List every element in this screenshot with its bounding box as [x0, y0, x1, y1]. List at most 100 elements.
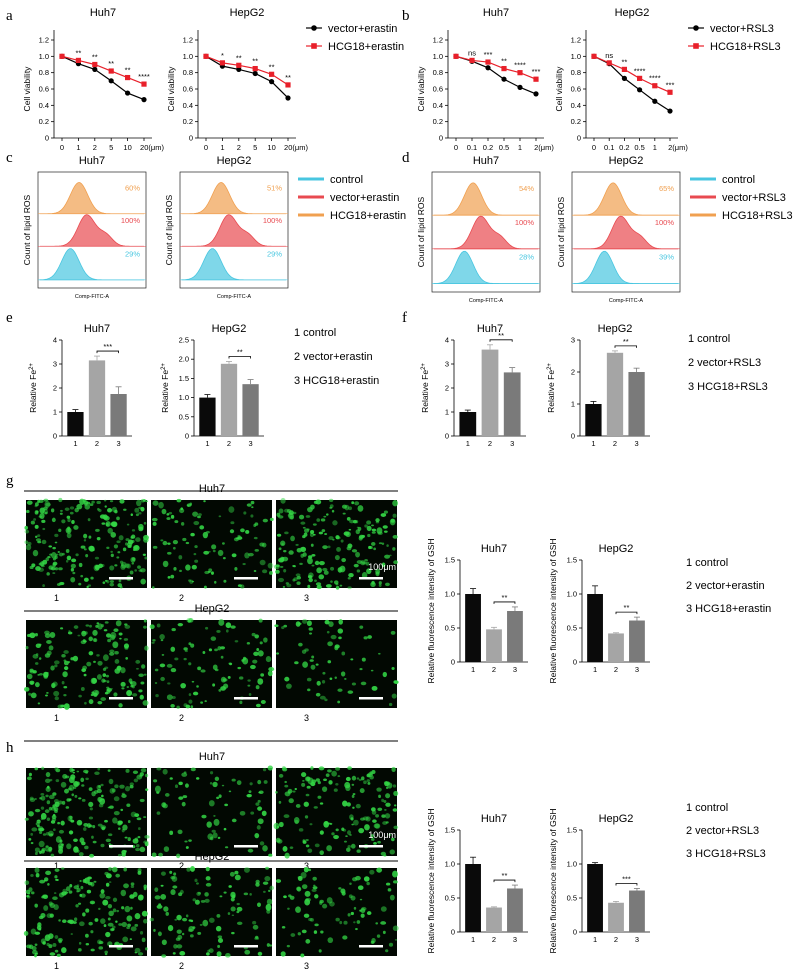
h-huh7-image-1-cell	[72, 771, 76, 774]
h-huh7-image-1-cell	[24, 817, 29, 821]
h-huh7-image-1-cell	[83, 827, 87, 831]
gsh-erastin-HepG2-xtick-label: 2	[614, 665, 618, 674]
viability-Huh7-xtick-label: 2(μm)	[534, 143, 554, 152]
h-hepg2-image-2-cell	[189, 934, 194, 938]
h-huh7-image-2-scale-bar	[234, 845, 258, 848]
h-huh7-image-3-cell	[318, 766, 325, 771]
h-hepg2-image-1-cell	[107, 917, 111, 921]
h-hepg2-image-1-cell	[62, 919, 67, 924]
g-hepg2-image-1-cell	[132, 693, 138, 697]
fe-erastin-Huh7-ylabel: Relative Fe2+	[28, 363, 38, 413]
h-huh7-image-1-cell	[44, 809, 50, 814]
h-huh7-image-3-cell	[319, 850, 324, 856]
g-huh7-image-1-cell	[96, 500, 101, 505]
fe-rsl3-HepG2-ytick-label: 2	[571, 368, 575, 377]
g-huh7-image-2-cell	[178, 555, 183, 560]
g-hepg2-image-2-cell	[255, 703, 261, 708]
h-hepg2-image-1-cell	[69, 883, 73, 888]
h-hepg2-image-3-cell	[388, 942, 394, 947]
g-hepg2-image-3-cell	[337, 700, 341, 704]
g-huh7-image-2-cell	[231, 553, 237, 558]
g-hepg2-image-1-cell	[26, 673, 33, 680]
g-huh7-image-3-cell	[356, 526, 360, 529]
h-hepg2-image-2-cell	[175, 937, 181, 941]
g-huh7-image-1-cell	[88, 545, 95, 552]
h-huh7-image-2-cell	[249, 782, 253, 786]
gsh-erastin-Huh7-bar-2	[486, 629, 502, 662]
viability-HepG2-ytick-label: 0.6	[571, 85, 581, 94]
g-huh7-image-2-cell	[185, 564, 191, 571]
h-huh7-image-1-cell	[108, 833, 113, 837]
g-huh7-image-1-cell	[58, 552, 64, 557]
viability-HepG2-significance: **	[252, 57, 258, 66]
h-hepg2-image-2-cell	[263, 890, 266, 893]
h-hepg2-image-3-cell	[326, 897, 333, 904]
g-hepg2-image-2-cell	[170, 646, 176, 652]
g-huh7-image-1-cell	[54, 533, 59, 538]
h-hepg2-image-1-cell	[46, 942, 50, 947]
h-hepg2-image-3-cell	[313, 884, 316, 887]
h-huh7-image-1-cell	[50, 853, 55, 857]
g-hepg2-image-2-cell	[248, 693, 252, 697]
g-huh7-image-3-cell	[375, 568, 381, 575]
g-hepg2-image-3-cell	[329, 677, 333, 680]
gsh-rsl3-HepG2-ytick-label: 1.0	[567, 860, 577, 869]
h-huh7-image-3-cell	[309, 823, 313, 826]
g-huh7-image-1-cell	[59, 512, 63, 515]
h-huh7-image-1-cell	[31, 827, 38, 832]
g-huh7-image-1-cell	[66, 532, 72, 539]
h-hepg2-image-1-cell	[143, 918, 148, 924]
g-hepg2-image-1-cell	[96, 622, 100, 625]
g-huh7-image-1-cell	[116, 556, 120, 559]
viability-Huh7-ytick-label: 1.2	[433, 36, 443, 45]
h-huh7-image-1-cell	[124, 836, 128, 839]
h-hepg2-image-1-cell	[129, 938, 133, 941]
h-huh7-image-3-cell	[333, 835, 339, 840]
h-huh7-image-2-cell	[158, 852, 163, 857]
h-huh7-image-3-cell	[324, 821, 329, 825]
viability-HepG2-xtick-label: 20(μm)	[284, 143, 308, 152]
g-hepg2-image-3-cell	[302, 661, 309, 668]
g-huh7-image-1-cell	[65, 527, 72, 534]
g-hepg2-image-2-cell	[188, 662, 192, 666]
g-hepg2-image-2-cell	[227, 675, 231, 679]
h-hepg2-image-3-cell	[349, 882, 352, 886]
viability-HepG2-xtick-label: 1	[220, 143, 224, 152]
h-huh7-image-3-cell	[319, 802, 324, 805]
g-huh7-image-1-cell	[122, 547, 127, 552]
g-hepg2-image-3-cell	[347, 690, 354, 694]
h-huh7-image-2-cell	[254, 832, 260, 839]
h-hepg2-image-3-cell	[366, 911, 372, 916]
g-hepg2-image-2-cell	[160, 639, 164, 642]
ros-Huh7-percent: 60%	[125, 184, 140, 193]
g-huh7-image-2-cell	[158, 501, 164, 509]
g-huh7-image-3-cell	[275, 569, 280, 574]
g-huh7-image-1-cell	[78, 562, 83, 568]
g-huh7-image-1-cell	[123, 508, 127, 511]
viability-Huh7-ytick-label: 0.4	[39, 101, 49, 110]
h-huh7-image-3-cell	[288, 798, 294, 804]
h-huh7-image-1-cell	[107, 806, 111, 809]
g-huh7-image-1-cell	[43, 498, 49, 502]
g-huh7-image-3-cell	[330, 566, 335, 571]
viability-HepG2-ylabel: Cell viability	[554, 66, 564, 112]
g-hepg2-image-2	[149, 618, 275, 709]
g-hepg2-image-1-cell	[63, 666, 69, 671]
h-hepg2-image-1-cell	[143, 884, 148, 889]
g-huh7-image-3-cell	[333, 580, 339, 585]
ros-Huh7-xlabel: Comp-FITC-A	[75, 294, 110, 300]
g-huh7-image-1-cell	[83, 548, 87, 551]
g-huh7-image-3-cell	[392, 547, 396, 551]
g-huh7-image-3-cell	[288, 550, 294, 555]
g-huh7-image-1-cell	[67, 518, 71, 523]
h-huh7-image-3-cell	[275, 837, 281, 843]
g-huh7-image-1-cell	[109, 500, 114, 503]
h-huh7-image-2-cell	[174, 784, 179, 789]
g-hepg2-image-2-cell	[263, 637, 268, 643]
g-hepg2-image-1-cell	[91, 677, 98, 684]
g-huh7-image-2-cell	[259, 559, 266, 566]
g-huh7-image-1-cell	[39, 561, 45, 567]
g-huh7-image-2-cell	[197, 515, 201, 519]
h-hepg2-image-1-cell	[100, 918, 106, 924]
h-huh7-image-3-cell	[372, 819, 377, 823]
